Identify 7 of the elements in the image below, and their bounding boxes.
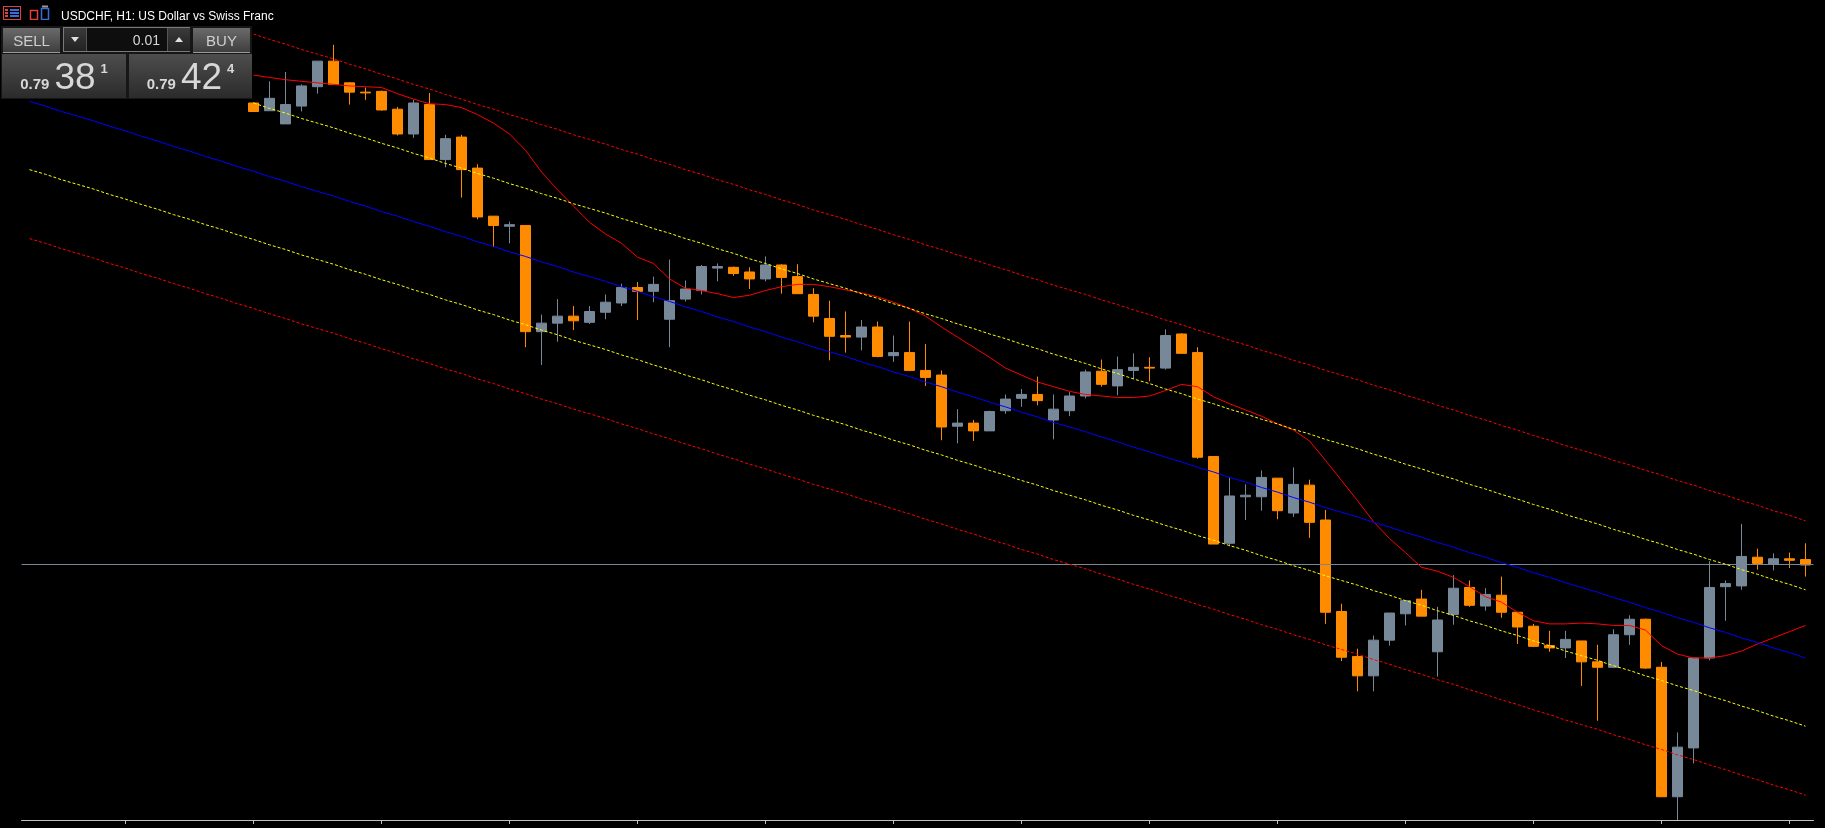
lot-field: 0.01 [63, 27, 190, 52]
annotation: 0.01 [132, 32, 160, 48]
chart-title: USDCHF, H1: US Dollar vs Swiss Franc [61, 9, 274, 23]
annotation: BUY [206, 31, 237, 49]
sell-button: SELL [3, 28, 60, 53]
annotation: SELL [13, 31, 50, 49]
buy-button: BUY [193, 28, 250, 53]
